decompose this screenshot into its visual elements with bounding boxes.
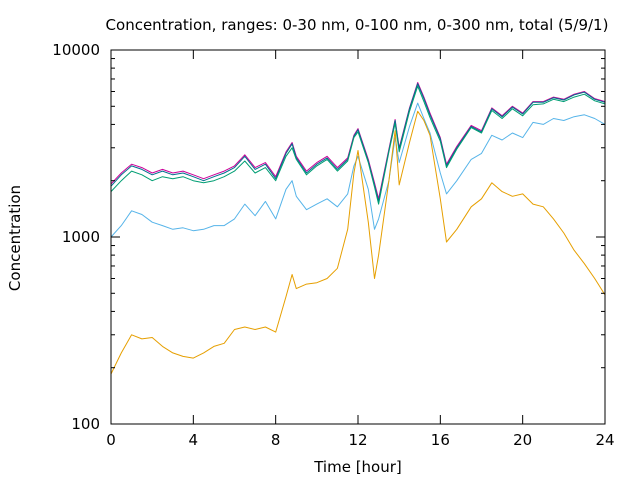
y-tick-label: 10000 [52,41,100,59]
x-tick-label: 16 [431,431,450,449]
x-tick-label: 20 [513,431,532,449]
series-layer [110,82,606,375]
series-line-5 [110,110,606,375]
x-tick-label: 8 [271,431,281,449]
plot-frame [110,49,606,425]
x-tick-label: 24 [595,431,614,449]
ticks-layer: 0 4 8 12 16 20 24 100 1000 10000 [52,41,614,449]
y-tick-label: 100 [71,415,100,433]
y-axis-label: Concentration [6,185,24,291]
series-line-1 [110,82,606,200]
x-tick-label: 12 [348,431,367,449]
x-tick-label: 0 [106,431,116,449]
y-tick-label: 1000 [62,228,100,246]
series-line-2 [110,83,606,202]
x-tick-label: 4 [189,431,199,449]
series-line-4 [110,102,606,238]
x-axis-label: Time [hour] [313,458,402,476]
chart-title: Concentration, ranges: 0-30 nm, 0-100 nm… [106,16,609,34]
series-line-3 [110,85,606,205]
